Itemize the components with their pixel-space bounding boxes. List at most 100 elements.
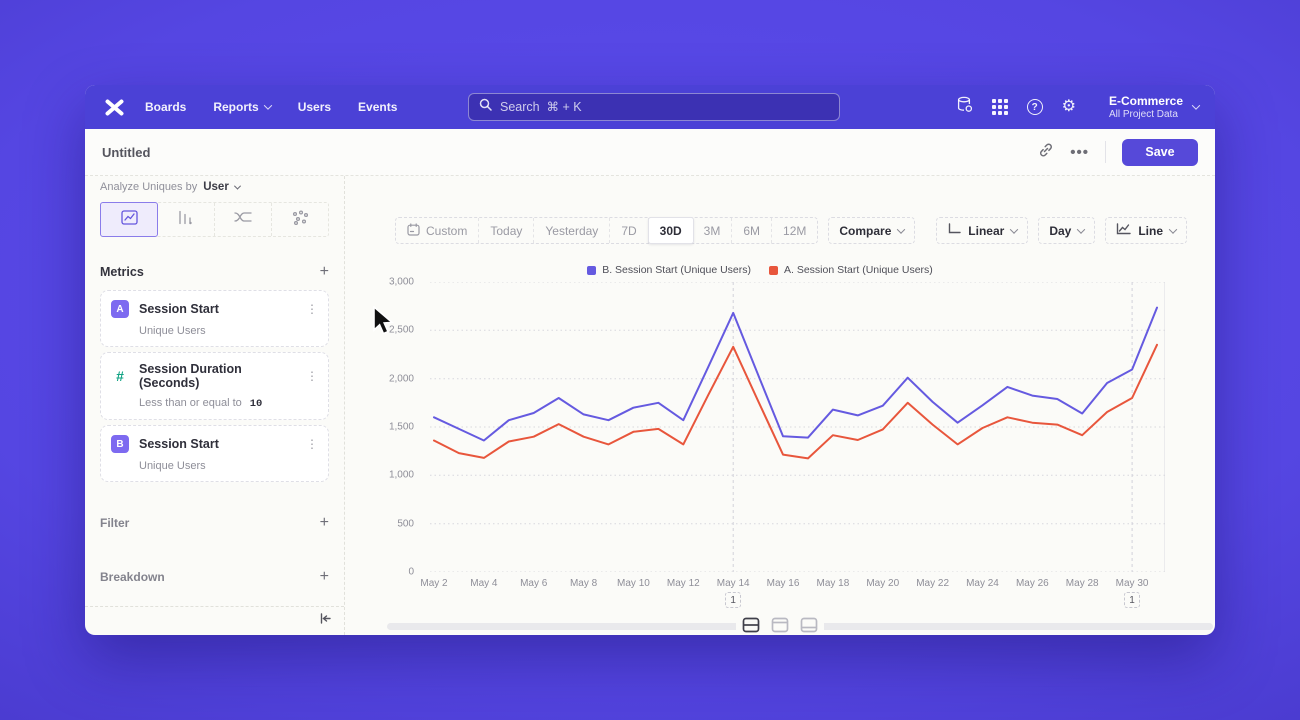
metric-options-icon[interactable]: ⋮ (306, 437, 318, 451)
insights-line-icon (120, 209, 138, 230)
metric-card[interactable]: A Session Start ⋮ Unique Users (100, 290, 329, 347)
series-line-b[interactable] (433, 306, 1158, 442)
save-button[interactable]: Save (1122, 138, 1198, 166)
add-breakdown-icon[interactable]: + (319, 568, 329, 585)
metrics-header: Metrics + (100, 264, 329, 280)
layout-split-horizontal-icon[interactable] (742, 617, 760, 633)
annotation-badge[interactable]: 1 (725, 592, 742, 608)
x-tick-label: May 6 (520, 578, 548, 589)
metric-subtitle[interactable]: Unique Users (139, 325, 206, 337)
scale-selector[interactable]: Linear (936, 217, 1029, 244)
range-button-12m[interactable]: 12M (783, 223, 807, 238)
more-options-icon[interactable]: ••• (1070, 143, 1089, 161)
chevron-down-icon (1010, 224, 1019, 234)
annotation-badge[interactable]: 1 (1124, 592, 1141, 608)
analyze-uniques-row[interactable]: Analyze Uniques by User (100, 181, 329, 193)
metric-card[interactable]: B Session Start ⋮ Unique Users (100, 425, 329, 482)
collapse-sidebar-icon[interactable] (319, 612, 332, 630)
nav-item-reports[interactable]: Reports (213, 100, 272, 114)
analyze-label: Analyze Uniques by (100, 181, 198, 193)
range-button-7d[interactable]: 7D (610, 218, 649, 243)
global-search[interactable] (468, 93, 840, 121)
interval-selector[interactable]: Day (1038, 217, 1096, 244)
nav-item-users[interactable]: Users (297, 100, 332, 114)
nav-item-boards[interactable]: Boards (145, 100, 187, 114)
range-button-yesterday[interactable]: Yesterday (534, 218, 611, 243)
search-input[interactable] (500, 100, 829, 114)
metric-card[interactable]: # Session Duration (Seconds) ⋮ Less than or… (100, 352, 329, 420)
nav-item-events[interactable]: Events (358, 100, 398, 114)
y-tick-label: 0 (408, 566, 414, 578)
x-tick-label: May 28 (1065, 578, 1099, 589)
chevron-down-icon (897, 224, 906, 234)
y-tick-label: 1,500 (388, 421, 414, 433)
chart-panel: Custom Today Yesterday 7D 30D 3M 6M 12M Compare… (345, 176, 1215, 635)
layout-panel-top-icon[interactable] (771, 617, 789, 633)
add-filter-icon[interactable]: + (319, 514, 329, 531)
range-button-30d[interactable]: 30D (647, 217, 694, 244)
nav-utilities: ? ⚙ E-Commerce All Project Data (956, 94, 1201, 120)
legend-item[interactable]: B. Session Start (Unique Users) (587, 264, 751, 276)
legend-swatch (587, 265, 597, 275)
settings-gear-icon[interactable]: ⚙ (1061, 98, 1076, 115)
chart-tab-bars[interactable] (157, 203, 215, 236)
x-tick-label: May 24 (966, 578, 999, 589)
report-title[interactable]: Untitled (102, 144, 151, 160)
analyze-value: User (203, 181, 229, 193)
metric-options-icon[interactable]: ⋮ (306, 369, 318, 383)
chart-tab-paths[interactable] (272, 203, 328, 236)
apps-grid-icon[interactable] (991, 99, 1008, 115)
filter-label: Filter (100, 516, 130, 530)
range-button-6m[interactable]: 6M (732, 218, 773, 243)
chart-legend: B. Session Start (Unique Users) A. Sessio… (405, 264, 1115, 276)
metrics-list: A Session Start ⋮ Unique Users # Session Dura… (100, 290, 329, 482)
chevron-down-icon (263, 101, 272, 110)
metric-subtitle[interactable]: Unique Users (139, 460, 206, 472)
chart-tab-insights-line[interactable] (100, 202, 159, 237)
mixpanel-logo-icon[interactable] (101, 96, 127, 118)
sessions-line-chart (430, 281, 1165, 573)
x-tick-label: May 30 (1115, 578, 1149, 589)
project-selector[interactable]: E-Commerce All Project Data (1108, 94, 1201, 120)
layout-toggles (736, 617, 824, 633)
chart-type-selector[interactable]: Line (1105, 217, 1187, 244)
chevron-down-icon (1168, 224, 1178, 234)
compare-button[interactable]: Compare (828, 217, 916, 244)
project-name: E-Commerce (1108, 94, 1183, 108)
add-metric-icon[interactable]: + (319, 263, 329, 280)
data-management-icon[interactable] (956, 96, 973, 118)
breakdown-section: Breakdown + (100, 569, 329, 585)
report-title-bar: Untitled ••• Save (85, 129, 1215, 176)
project-scope: All Project Data (1108, 109, 1178, 120)
y-tick-label: 2,500 (388, 324, 414, 336)
x-tick-label: May 2 (420, 578, 448, 589)
x-tick-label: May 18 (816, 578, 850, 589)
range-button-custom[interactable]: Custom (396, 218, 480, 243)
chart-tab-flow[interactable] (215, 203, 272, 236)
metric-options-icon[interactable]: ⋮ (306, 302, 318, 316)
x-tick-label: May 22 (916, 578, 950, 589)
chart-toolbar: Custom Today Yesterday 7D 30D 3M 6M 12M Compare… (395, 217, 1187, 244)
help-icon[interactable]: ? (1026, 99, 1043, 115)
nav-menu: Boards Reports Users Events (145, 100, 397, 114)
y-tick-label: 3,000 (388, 276, 414, 288)
copy-link-icon[interactable] (1038, 142, 1054, 163)
search-icon (479, 98, 492, 116)
range-button-today[interactable]: Today (479, 218, 535, 243)
metrics-label: Metrics (100, 265, 144, 279)
metric-title: Session Start (139, 437, 219, 451)
metric-title: Session Duration (Seconds) (139, 362, 242, 390)
legend-item[interactable]: A. Session Start (Unique Users) (769, 264, 933, 276)
sidebar-footer (85, 606, 344, 635)
chevron-down-icon (233, 182, 241, 190)
mouse-cursor (371, 305, 395, 343)
x-tick-label: May 14 (716, 578, 750, 589)
legend-swatch (769, 265, 778, 275)
metric-subtitle[interactable]: Less than or equal to 10 (139, 397, 263, 410)
y-tick-label: 1,000 (388, 469, 414, 481)
range-button-3m[interactable]: 3M (693, 218, 733, 243)
layout-panel-bottom-icon[interactable] (800, 617, 818, 633)
x-tick-label: May 26 (1015, 578, 1049, 589)
flow-icon (233, 210, 252, 229)
series-line-a[interactable] (433, 343, 1158, 460)
